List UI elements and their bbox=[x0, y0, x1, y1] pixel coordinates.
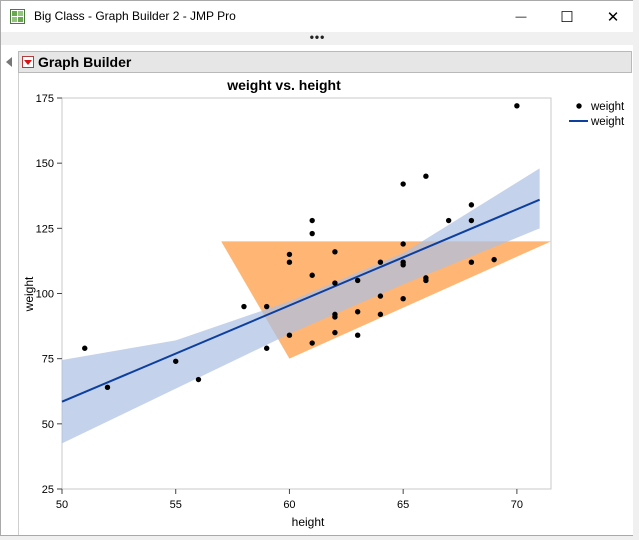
data-point bbox=[286, 251, 293, 258]
more-icon: ••• bbox=[309, 30, 326, 44]
data-point bbox=[514, 103, 520, 109]
data-point bbox=[423, 173, 429, 179]
graph-builder-title-bar: Graph Builder bbox=[18, 51, 632, 73]
data-point bbox=[332, 249, 338, 255]
data-point bbox=[491, 256, 497, 263]
x-tick-label: 60 bbox=[283, 499, 295, 511]
data-point bbox=[309, 272, 315, 278]
data-point bbox=[377, 311, 384, 318]
minimize-button[interactable]: — bbox=[498, 1, 544, 32]
data-point bbox=[377, 259, 384, 265]
x-tick-label: 55 bbox=[170, 499, 182, 511]
data-point bbox=[354, 309, 361, 315]
y-tick-label: 100 bbox=[36, 289, 54, 301]
data-point bbox=[263, 345, 270, 351]
x-tick-label: 65 bbox=[397, 499, 409, 511]
data-point bbox=[468, 202, 475, 208]
data-point bbox=[241, 303, 247, 310]
graph-builder-title: Graph Builder bbox=[38, 54, 132, 70]
data-point bbox=[286, 259, 293, 265]
minimize-icon: — bbox=[515, 10, 527, 23]
x-tick-label: 70 bbox=[511, 499, 523, 511]
maximize-icon: ☐ bbox=[560, 8, 574, 26]
y-tick-label: 125 bbox=[36, 223, 54, 235]
data-point bbox=[354, 277, 361, 284]
x-tick-label: 50 bbox=[56, 499, 68, 511]
close-button[interactable]: ✕ bbox=[590, 1, 636, 32]
data-point bbox=[423, 275, 429, 281]
data-point bbox=[332, 329, 338, 336]
y-tick-label: 75 bbox=[42, 354, 54, 366]
fit-line bbox=[61, 198, 541, 403]
data-point bbox=[468, 217, 475, 224]
y-tick-label: 50 bbox=[42, 419, 54, 431]
data-point bbox=[309, 230, 315, 237]
data-point bbox=[309, 340, 315, 346]
close-icon: ✕ bbox=[606, 8, 620, 26]
legend-label: weight bbox=[590, 116, 625, 128]
data-point bbox=[173, 358, 179, 364]
data-point bbox=[332, 311, 338, 318]
disclosure-triangle-icon[interactable] bbox=[6, 57, 12, 67]
data-point bbox=[400, 296, 406, 302]
data-point bbox=[286, 332, 293, 338]
y-tick-label: 25 bbox=[42, 484, 54, 496]
data-point bbox=[354, 332, 361, 338]
data-point bbox=[400, 259, 406, 265]
data-point bbox=[400, 181, 406, 187]
red-triangle-menu-icon[interactable] bbox=[22, 56, 34, 68]
overlay-shape bbox=[221, 241, 552, 359]
data-point bbox=[332, 280, 338, 286]
data-point bbox=[400, 241, 406, 247]
data-point bbox=[82, 345, 88, 351]
x-axis-label: height bbox=[292, 515, 325, 529]
data-point bbox=[104, 384, 111, 391]
graph-builder-outline: Graph Builder bbox=[1, 51, 634, 73]
confidence-band bbox=[62, 168, 540, 444]
data-point bbox=[377, 293, 384, 299]
y-tick-label: 175 bbox=[36, 93, 54, 105]
window-title: Big Class - Graph Builder 2 - JMP Pro bbox=[34, 9, 236, 23]
chart-area: weight vs. height 25 50 75 100 125 150 175 50 55… bbox=[18, 73, 632, 535]
background-strip bbox=[633, 0, 639, 536]
maximize-button[interactable]: ☐ bbox=[544, 1, 590, 32]
data-point bbox=[445, 217, 452, 224]
data-point bbox=[468, 259, 475, 265]
y-axis-label: weight bbox=[22, 276, 36, 312]
legend-point-marker bbox=[576, 103, 582, 109]
title-bar[interactable]: Big Class - Graph Builder 2 - JMP Pro — … bbox=[1, 1, 634, 32]
graph-builder-icon bbox=[10, 9, 25, 24]
chart-title: weight vs. height bbox=[226, 77, 341, 93]
legend: weight weight bbox=[569, 101, 625, 128]
data-point bbox=[309, 217, 315, 224]
data-point bbox=[263, 303, 270, 310]
data-point bbox=[195, 376, 202, 383]
y-tick-label: 150 bbox=[36, 158, 54, 170]
toolbar-grip[interactable]: ••• bbox=[1, 30, 634, 45]
legend-label: weight bbox=[590, 101, 625, 113]
